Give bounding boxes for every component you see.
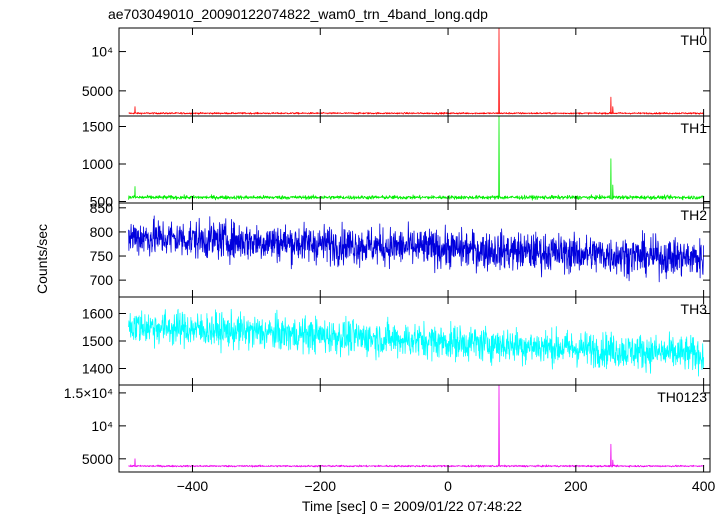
series-th3 <box>128 308 704 377</box>
panel-label: TH1 <box>681 120 708 136</box>
panel-th3: 1400 1500 1600 TH3 <box>82 296 711 386</box>
y-tick-label: 800 <box>90 224 114 240</box>
y-tick-label: 1500 <box>82 119 113 135</box>
y-axis-label: Counts/sec <box>34 224 50 294</box>
y-tick-label: 850 <box>90 200 114 216</box>
y-tick-label: 10⁴ <box>91 418 113 434</box>
panel-frame <box>118 384 711 473</box>
x-tick-label: 400 <box>692 478 716 494</box>
panel-label: TH0 <box>681 32 708 48</box>
panel-frame <box>118 296 711 386</box>
panel-th2: 700 750 800 850 TH2 <box>90 200 711 298</box>
y-tick-label: 1600 <box>82 306 113 322</box>
y-tick-label: 1.5×10⁴ <box>64 385 113 401</box>
panel-label: TH2 <box>681 207 708 223</box>
panel-label: TH0123 <box>657 389 707 405</box>
panel-th0123: 5000 10⁴ 1.5×10⁴ TH0123 <box>64 384 711 473</box>
y-tick-label: 500 <box>90 194 114 210</box>
panel-label: TH3 <box>681 301 708 317</box>
x-axis-ticks: −400 −200 0 200 400 <box>177 478 716 494</box>
x-tick-label: −400 <box>177 478 209 494</box>
series-th1 <box>128 115 704 201</box>
y-tick-label: 1500 <box>82 333 113 349</box>
panel-th0: 5000 10⁴ TH0 <box>82 27 711 117</box>
y-tick-label: 5000 <box>82 451 113 467</box>
y-tick-label: 1000 <box>82 156 113 172</box>
chart-title: ae703049010_20090122074822_wam0_trn_4ban… <box>108 6 488 22</box>
y-tick-label: 5000 <box>82 83 113 99</box>
x-tick-label: 0 <box>444 478 452 494</box>
y-tick-label: 700 <box>90 272 114 288</box>
panel-frame <box>118 115 711 204</box>
x-axis-label: Time [sec] 0 = 2009/01/22 07:48:22 <box>302 498 522 514</box>
panel-frame <box>118 27 711 117</box>
y-tick-label: 1400 <box>82 361 113 377</box>
series-th2 <box>128 215 704 283</box>
panels: 5000 10⁴ TH0 500 1000 1500 TH1 700 750 800 850 TH2 1… <box>64 27 711 473</box>
y-tick-label: 10⁴ <box>91 44 113 60</box>
series-th0 <box>128 28 704 115</box>
series-th0123 <box>128 385 704 468</box>
x-tick-label: −200 <box>304 478 336 494</box>
panel-th1: 500 1000 1500 TH1 <box>82 115 711 210</box>
y-tick-label: 750 <box>90 248 114 264</box>
x-tick-label: 200 <box>564 478 588 494</box>
